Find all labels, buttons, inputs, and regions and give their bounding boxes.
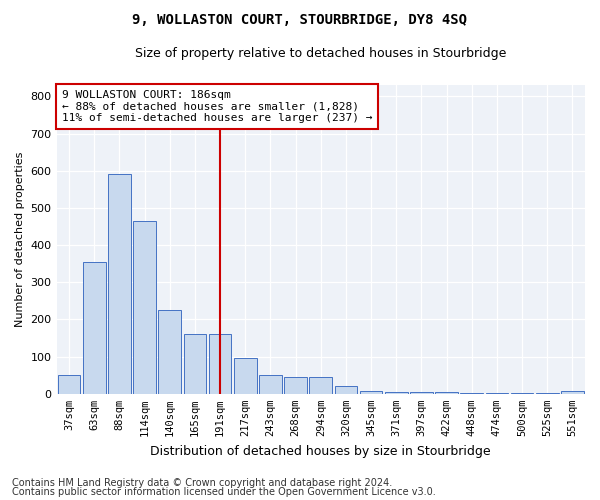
X-axis label: Distribution of detached houses by size in Stourbridge: Distribution of detached houses by size … [151, 444, 491, 458]
Bar [58, 375, 80, 394]
Bar [83, 262, 106, 394]
Bar [108, 174, 131, 394]
Y-axis label: Number of detached properties: Number of detached properties [15, 152, 25, 327]
Bar [385, 392, 407, 394]
Text: Contains HM Land Registry data © Crown copyright and database right 2024.: Contains HM Land Registry data © Crown c… [12, 478, 392, 488]
Text: 9 WOLLASTON COURT: 186sqm
← 88% of detached houses are smaller (1,828)
11% of se: 9 WOLLASTON COURT: 186sqm ← 88% of detac… [62, 90, 373, 123]
Text: Contains public sector information licensed under the Open Government Licence v3: Contains public sector information licen… [12, 487, 436, 497]
Bar [234, 358, 257, 394]
Bar [485, 393, 508, 394]
Bar [259, 375, 282, 394]
Bar [360, 391, 382, 394]
Bar [284, 377, 307, 394]
Bar [435, 392, 458, 394]
Text: 9, WOLLASTON COURT, STOURBRIDGE, DY8 4SQ: 9, WOLLASTON COURT, STOURBRIDGE, DY8 4SQ [133, 12, 467, 26]
Bar [184, 334, 206, 394]
Bar [561, 391, 584, 394]
Bar [335, 386, 357, 394]
Bar [410, 392, 433, 394]
Title: Size of property relative to detached houses in Stourbridge: Size of property relative to detached ho… [135, 48, 506, 60]
Bar [209, 334, 232, 394]
Bar [158, 310, 181, 394]
Bar [511, 393, 533, 394]
Bar [133, 221, 156, 394]
Bar [310, 377, 332, 394]
Bar [460, 392, 483, 394]
